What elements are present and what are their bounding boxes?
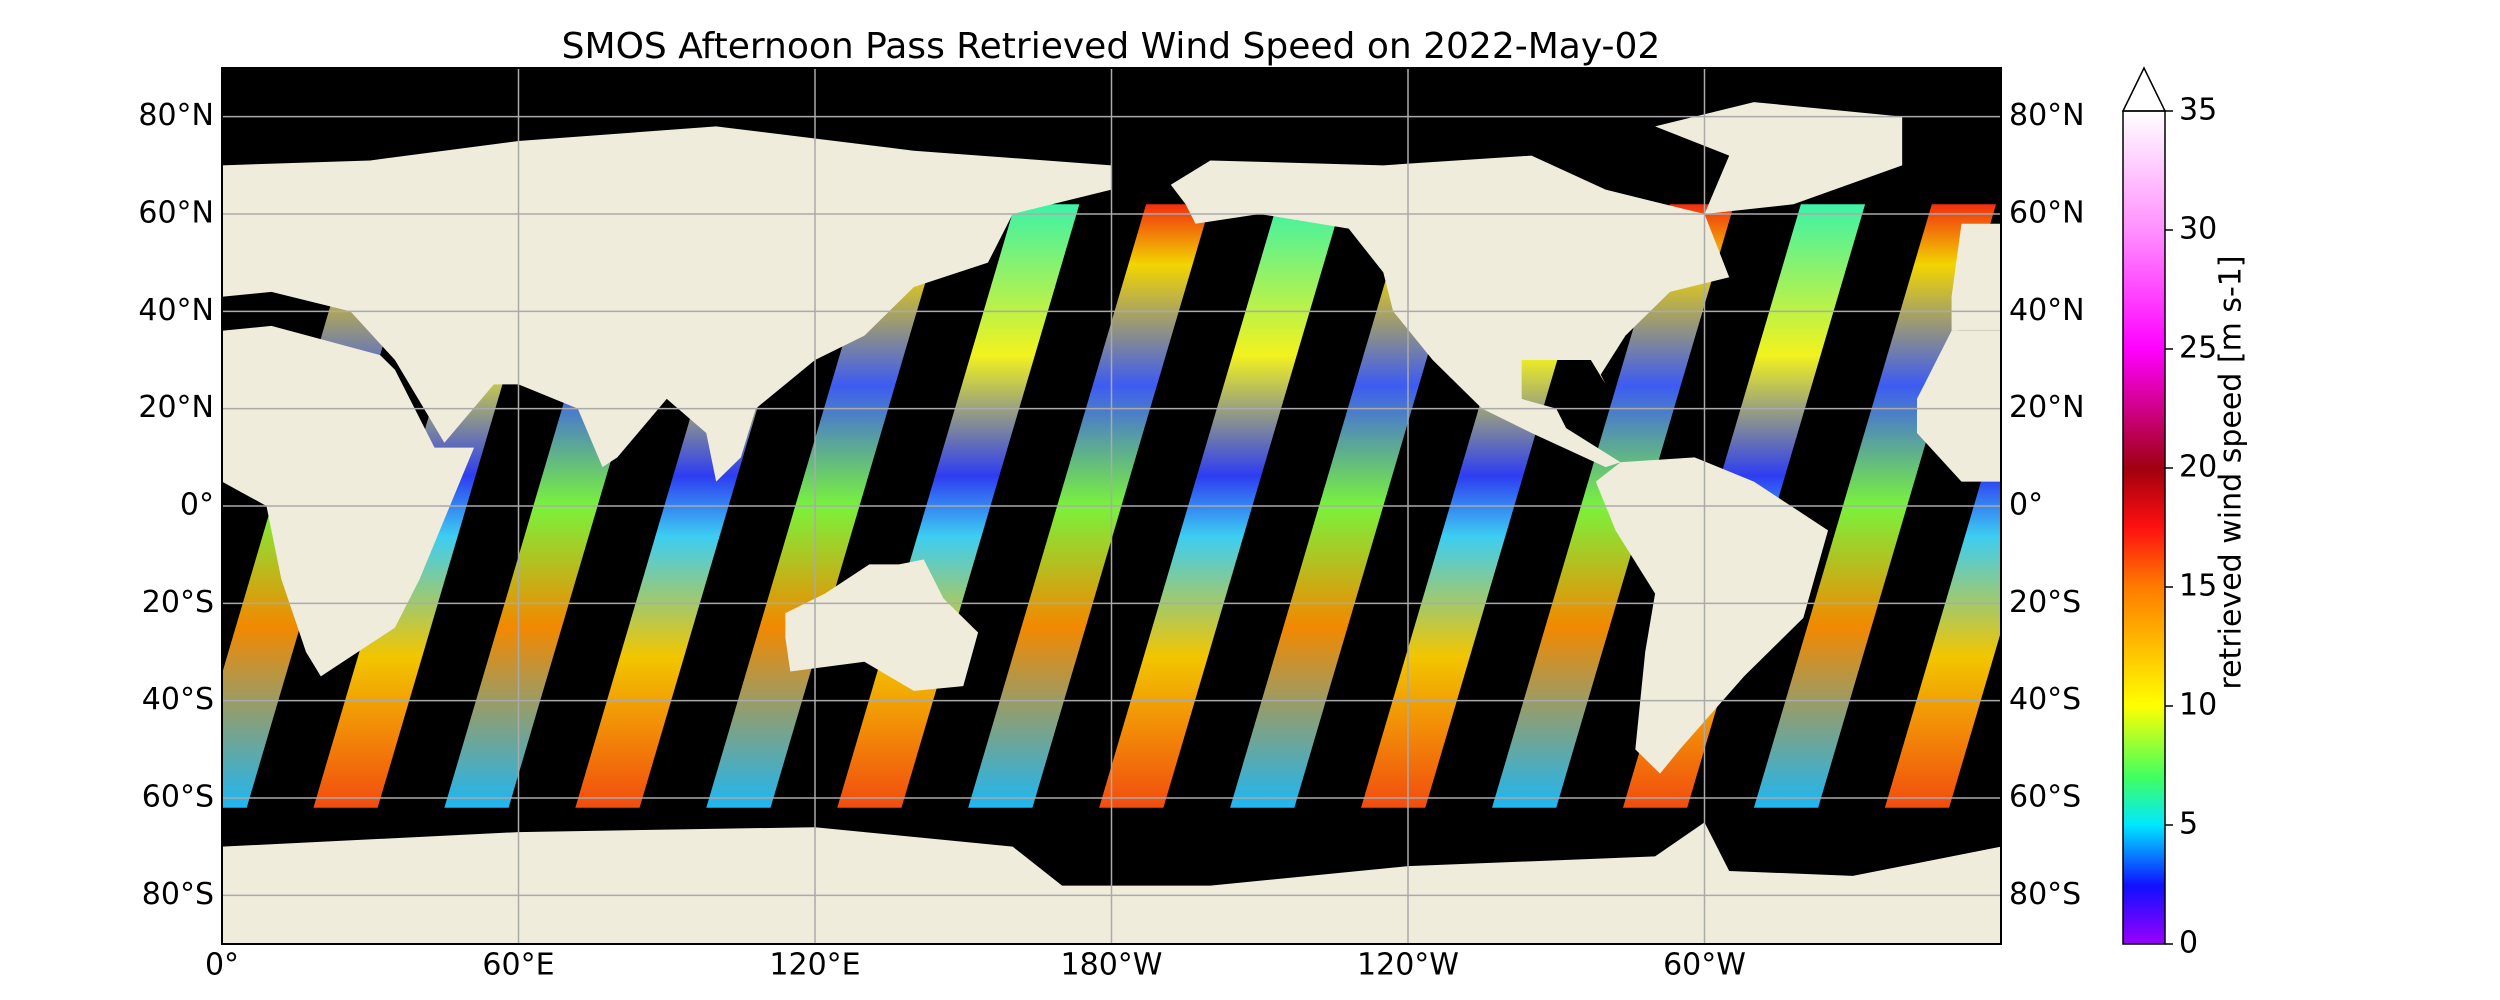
colorbar-fill: [2123, 111, 2165, 944]
colorbar-tick-label: 20: [2179, 450, 2217, 485]
lat-tick-label: 20°N: [138, 390, 214, 425]
lat-tick-label-right: 80°S: [2009, 877, 2081, 912]
continent: [1655, 102, 1903, 214]
colorbar-extend: [2121, 66, 2167, 112]
colorbar-tick-label: 15: [2179, 569, 2217, 604]
lat-tick-label-right: 20°N: [2009, 390, 2085, 425]
continent: [785, 559, 979, 691]
continent: [1595, 457, 1829, 774]
lat-tick-label-right: 0°: [2009, 488, 2043, 523]
title: SMOS Afternoon Pass Retrieved Wind Speed…: [562, 26, 1661, 67]
continent: [222, 126, 1112, 482]
colorbar-tick-label: 30: [2179, 212, 2217, 247]
grid: [222, 68, 2001, 944]
lat-tick-label: 60°N: [138, 196, 214, 231]
continent: [1916, 330, 2001, 482]
colorbar: 0 5 10 15 20 25 30 35 retrieved wind speed [m s-…: [2121, 66, 2249, 961]
lat-tick-label: 60°S: [142, 780, 214, 815]
colorbar-tick-label: 25: [2179, 331, 2217, 366]
colorbar-tick-label: 35: [2179, 93, 2217, 128]
map: [222, 68, 2001, 944]
lat-tick-label: 0°: [180, 488, 214, 523]
colorbar-tick-label: 10: [2179, 688, 2217, 723]
lat-tick-label-right: 60°N: [2009, 196, 2085, 231]
land: [222, 102, 2001, 944]
lon-tick-label: 60°E: [482, 948, 554, 983]
lat-tick-label-right: 40°S: [2009, 682, 2081, 717]
lat-tick-label-right: 40°N: [2009, 293, 2085, 328]
lon-tick-label: 0°: [205, 948, 239, 983]
lon-tick-label: 120°W: [1357, 948, 1459, 983]
lat-tick-label: 40°N: [138, 293, 214, 328]
lat-tick-label: 40°S: [142, 682, 214, 717]
lat-tick-label-right: 60°S: [2009, 780, 2081, 815]
lon-tick-label: 60°W: [1663, 948, 1746, 983]
colorbar-tick-label: 5: [2179, 807, 2198, 842]
lat-tick-label: 80°S: [142, 877, 214, 912]
colorbar-label: retrieved wind speed [m s-1]: [2214, 255, 2249, 689]
lon-tick-label: 180°W: [1061, 948, 1163, 983]
continent: [222, 822, 2001, 944]
lon-tick-label: 120°E: [769, 948, 860, 983]
swath: [1884, 413, 2001, 808]
continent: [1951, 223, 2001, 331]
colorbar-frame: [2122, 110, 2166, 945]
lat-tick-label-right: 20°S: [2009, 585, 2081, 620]
lat-tick-label-right: 80°N: [2009, 98, 2085, 133]
colorbar-tick-label: 0: [2179, 926, 2198, 961]
continent: [222, 325, 475, 677]
lat-tick-label: 80°N: [138, 98, 214, 133]
lat-tick-label: 20°S: [142, 585, 214, 620]
map-frame: [221, 67, 2002, 945]
